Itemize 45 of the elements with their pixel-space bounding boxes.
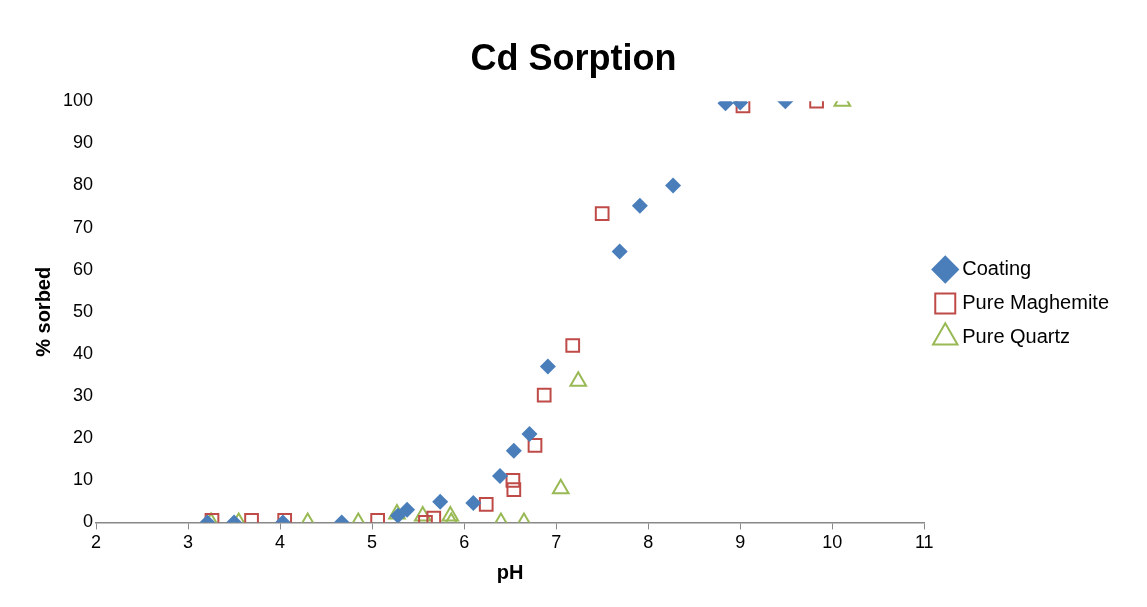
y-tick-label: 60 bbox=[73, 258, 94, 279]
x-tick-label: 5 bbox=[367, 532, 378, 553]
legend-label: Coating bbox=[962, 257, 1032, 280]
y-tick-label: 40 bbox=[73, 342, 94, 363]
legend-label: Pure Quartz bbox=[962, 325, 1071, 348]
point bbox=[536, 387, 552, 403]
point bbox=[505, 472, 521, 488]
point bbox=[521, 425, 538, 442]
point bbox=[388, 503, 406, 520]
y-axis-title: % sorbed bbox=[31, 266, 54, 357]
x-axis-title: pH bbox=[496, 560, 524, 583]
point bbox=[389, 507, 406, 523]
point bbox=[505, 442, 522, 459]
x-tick-label: 6 bbox=[459, 532, 470, 553]
x-tick-label: 4 bbox=[275, 532, 286, 553]
y-tick-label: 20 bbox=[73, 427, 94, 448]
legend-label: Pure Maghemite bbox=[962, 291, 1110, 314]
point bbox=[611, 243, 628, 260]
y-tick-label: 70 bbox=[73, 216, 94, 237]
x-tick-label: 2 bbox=[91, 532, 102, 553]
x-tick-label: 8 bbox=[643, 532, 654, 553]
point bbox=[426, 510, 442, 523]
y-tick-label: 10 bbox=[73, 469, 94, 490]
x-tick-label: 11 bbox=[914, 532, 934, 553]
y-tick-label: 30 bbox=[73, 385, 94, 406]
point bbox=[539, 358, 556, 375]
point bbox=[665, 177, 682, 194]
chart-title: Cd Sorption bbox=[470, 36, 677, 78]
y-tick-label: 80 bbox=[73, 174, 94, 195]
x-tick-label: 10 bbox=[822, 532, 843, 553]
point bbox=[413, 506, 432, 522]
point bbox=[551, 478, 570, 495]
point bbox=[565, 338, 581, 353]
y-tick-label: 0 bbox=[83, 511, 94, 532]
point bbox=[441, 506, 460, 522]
point bbox=[569, 371, 588, 387]
y-tick-label: 100 bbox=[62, 90, 94, 111]
x-tick-label: 9 bbox=[735, 532, 746, 553]
point bbox=[527, 437, 543, 453]
x-tick-label: 7 bbox=[551, 532, 562, 553]
y-tick-label: 90 bbox=[73, 132, 94, 153]
point bbox=[594, 206, 610, 222]
y-tick-label: 50 bbox=[73, 300, 94, 321]
x-tick-label: 3 bbox=[183, 532, 194, 553]
point bbox=[631, 197, 648, 214]
